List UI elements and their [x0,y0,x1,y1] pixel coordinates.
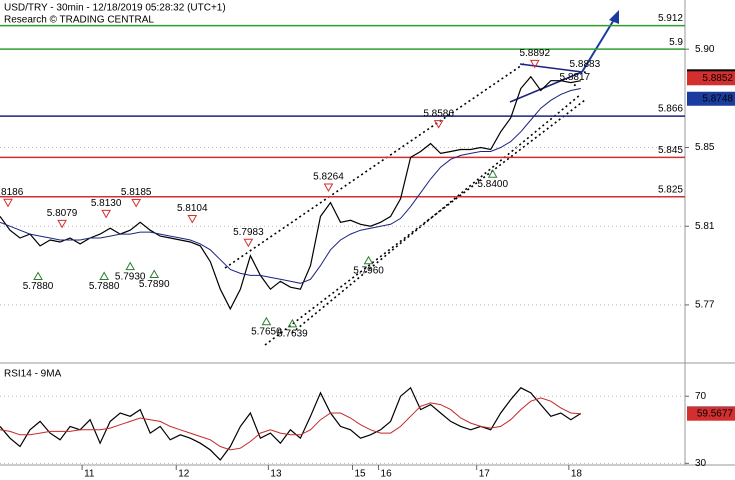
pivot-high [131,199,142,208]
pivot-high [323,183,334,192]
drawings [224,62,586,346]
level-label: 5.866 [658,104,683,115]
x-tick-label: 11 [84,469,95,480]
pivot-high [433,120,444,129]
level-label: 5.845 [658,145,683,156]
pivot-label: 5.8185 [121,187,152,198]
pivot-label: 5.7639 [277,329,308,340]
series-line [0,88,581,284]
pivot-label: 5.8104 [177,203,208,214]
x-tick-label: 13 [270,469,282,480]
pivot-label: 5.8264 [313,172,344,183]
level-label: 5.825 [658,184,683,195]
x-tick-label: 17 [479,469,491,480]
pivot-high [57,219,67,229]
series-line [0,75,581,311]
y-tick-label: 70 [695,391,707,402]
series-line [0,386,582,461]
triangle [509,10,619,103]
pivot-label: 5.7890 [139,279,170,290]
value-tag-label: 5.8748 [702,93,733,104]
series-line [0,397,581,451]
channel-lower-inner [291,94,581,334]
pivot-high [529,59,540,69]
pivot-label: 5.8186 [0,187,24,198]
pivot-label: 5.7960 [353,265,384,276]
x-tick-label: 15 [355,469,367,480]
pivot-low [363,255,374,265]
pivot-low [149,269,160,279]
value-tag-label: 5.8852 [702,73,733,84]
channel-upper [224,62,526,269]
pivot-label: 5.7880 [89,281,120,292]
pivot-low [99,271,110,281]
channel-lower [264,99,586,346]
pivot-high [101,209,112,219]
x-tick-label: 12 [178,469,190,480]
pivot-high [187,214,198,224]
pivot-label: 5.7930 [115,271,146,282]
y-tick-label: 5.90 [695,44,715,55]
pivot-low [287,318,298,328]
pivot-label: 5.8586 [423,108,454,119]
triangle-bottom [509,71,583,103]
value-tag [687,91,735,106]
pivot-label: 5.7650 [251,326,282,337]
value-tag [687,71,735,86]
pivot-label: 5.8892 [519,48,550,59]
pivot-label: 5.8130 [91,198,122,209]
pivot-low [487,169,498,178]
y-tick-label: 5.85 [695,142,715,153]
pivot-high [243,238,254,248]
pivot-label: 5.7983 [233,227,264,238]
pivot-label: 5.7880 [23,281,54,292]
chart-title: USD/TRY - 30min - 12/18/2019 05:28:32 (U… [4,3,226,14]
level-label: 5.912 [658,13,683,24]
x-tick-label: 18 [571,469,583,480]
x-tick-label: 16 [381,469,393,480]
pivot-label: 5.8817 [560,72,591,83]
pivot-point [573,84,576,87]
y-tick-label: 5.81 [695,221,715,232]
pivot-label: 5.8079 [47,208,78,219]
pivot-label: 5.8883 [570,59,601,70]
y-tick-label: 5.77 [695,300,715,311]
value-tag-label: 59.5677 [697,408,734,419]
chart-subtitle: Research © TRADING CENTRAL [4,15,154,26]
pivot-low [33,271,43,281]
pivot-point [583,71,586,74]
y-tick-label: 30 [695,458,707,469]
value-tag [687,406,735,421]
arrow-line [581,17,616,73]
rsi-title: RSI14 - 9MA [4,369,62,380]
pivot-low [125,261,136,271]
pivot-low [261,316,272,326]
pivot-label: 5.8400 [477,179,508,190]
triangle-top [519,63,583,73]
pivot-high [3,198,13,208]
arrow-head [609,10,619,24]
level-label: 5.9 [669,37,683,48]
